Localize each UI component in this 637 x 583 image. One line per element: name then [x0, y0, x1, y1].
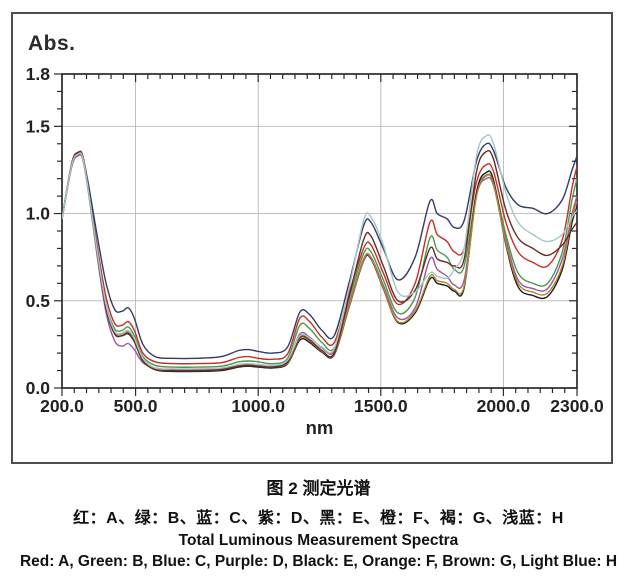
y-tick-label: 0.0: [26, 378, 51, 398]
series-curve-A: [62, 150, 577, 365]
x-tick-label: 1500.0: [354, 396, 408, 416]
x-tick-label: 1000.0: [231, 396, 285, 416]
caption-legend-en: Red: A, Green: B, Blue: C, Purple: D, Bl…: [19, 553, 618, 570]
series-curve-G: [62, 149, 577, 372]
y-tick-label: 0.5: [26, 291, 51, 311]
plot-border: [61, 73, 578, 389]
series-curve-C: [62, 142, 577, 360]
y-tick-label: 1.8: [26, 64, 51, 84]
series-curve-H: [62, 134, 577, 370]
x-tick-label: 200.0: [40, 396, 84, 416]
x-tick-label: 500.0: [114, 396, 158, 416]
y-tick-label: 1.5: [26, 116, 51, 136]
x-tick-label: 2300.0: [550, 396, 604, 416]
caption-legend-cn: 红：A、绿：B、蓝：C、紫：D、黑：E、橙：F、褐：G、浅蓝：H: [73, 510, 564, 527]
caption-title-en: Total Luminous Measurement Spectra: [178, 532, 459, 549]
y-tick-label: 1.0: [26, 204, 51, 224]
x-tick-label: 2000.0: [477, 396, 531, 416]
figure-caption: 图 2 测定光谱 红：A、绿：B、蓝：C、紫：D、黑：E、橙：F、褐：G、浅蓝：…: [0, 474, 637, 571]
y-axis-title: Abs.: [28, 32, 76, 55]
spectra-chart: 0.0 0.5 1.0 1.5 1.8 200.0 500.0 1000.0 1500.0 200…: [26, 64, 604, 438]
caption-title-cn: 图 2 测定光谱: [266, 479, 371, 498]
x-axis-unit-label: nm: [306, 417, 334, 438]
